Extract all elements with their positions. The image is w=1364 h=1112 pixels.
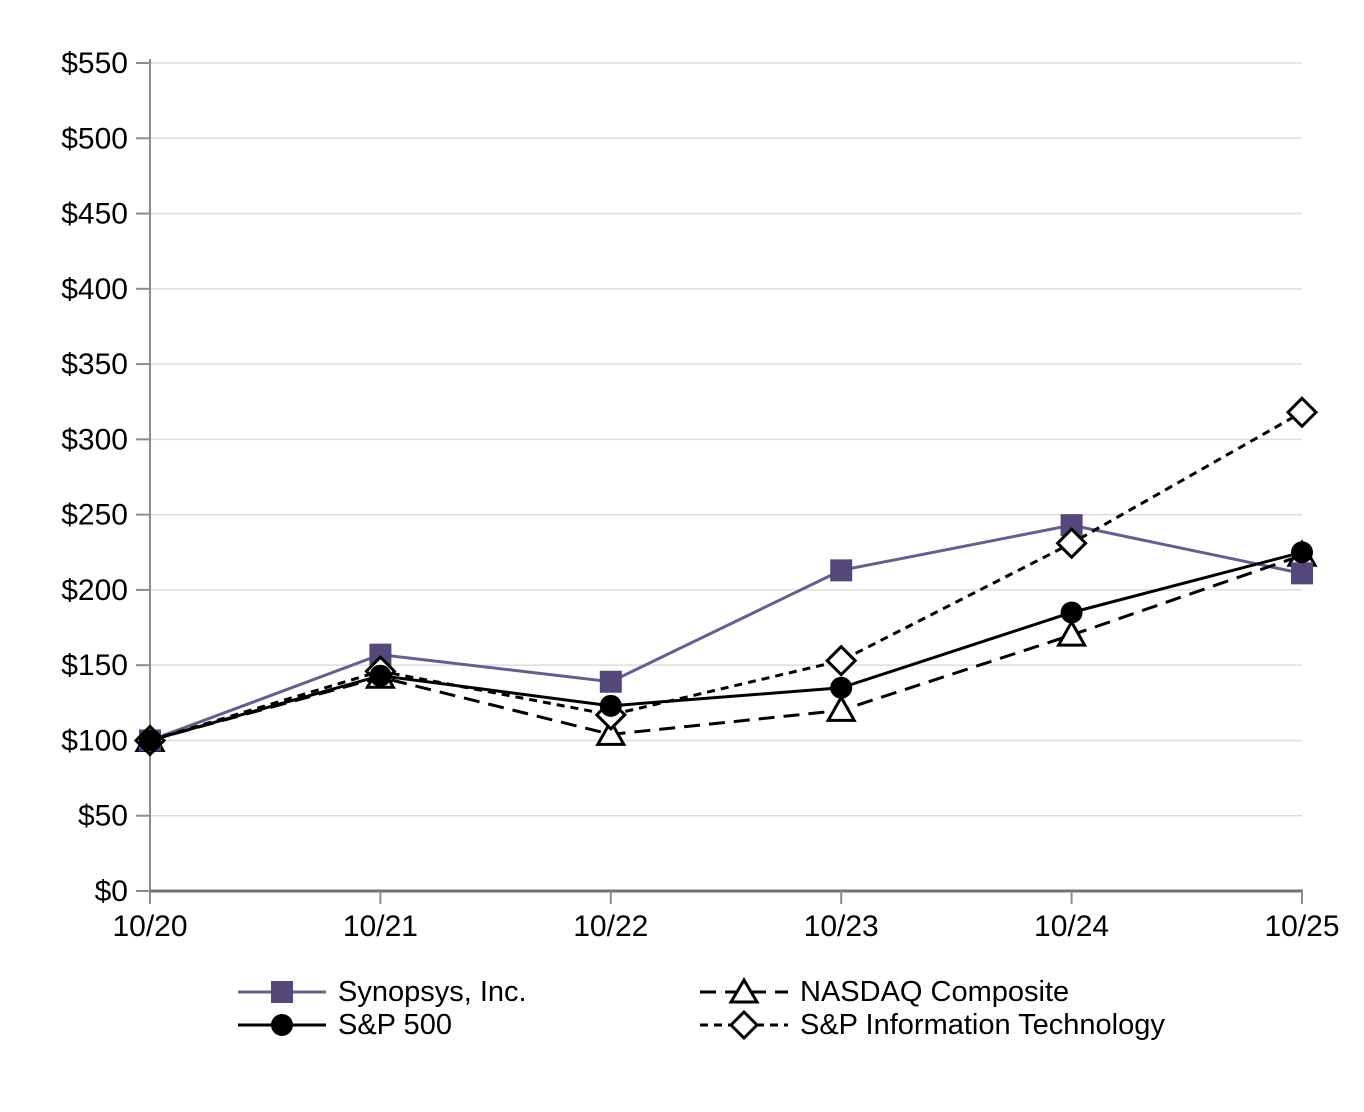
y-axis-tick-label: $400 [61,273,128,306]
y-axis-tick-label: $150 [61,649,128,682]
series-marker-synopsys [599,670,622,693]
x-axis-tick-label: 10/24 [1034,910,1109,943]
y-axis-tick-label: $450 [61,198,128,231]
series-marker-nasdaq-composite [595,718,627,746]
series-marker-synopsys [1291,562,1313,585]
series-line-synopsys [149,523,1303,742]
y-axis-tick-label: $350 [61,348,128,381]
y-axis-tick-label: $550 [61,47,128,80]
series-marker-sp-information-technology [825,644,858,677]
x-axis-tick-label: 10/23 [804,910,879,943]
series-marker-synopsys [830,559,853,582]
y-axis-tick-label: $250 [61,499,128,532]
series-marker-sp500 [1060,601,1083,624]
x-axis-tick-label: 10/22 [573,910,648,943]
series-line-sp-information-technology [149,410,1303,742]
series-marker-nasdaq-composite [825,694,857,722]
series-marker-sp500 [599,694,622,717]
y-axis-tick-label: $0 [95,875,128,908]
series-marker-sp500 [369,664,392,687]
y-axis-tick-label: $300 [61,423,128,456]
y-axis-tick-label: $200 [61,574,128,607]
series-marker-sp500 [1291,541,1313,564]
x-axis-tick-label: 10/21 [343,910,418,943]
series-marker-nasdaq-composite [1056,619,1088,647]
series-line-nasdaq-composite [149,553,1303,742]
series-marker-sp-information-technology [1055,527,1088,560]
series-marker-sp500 [139,729,161,752]
y-axis-tick-label: $50 [78,800,128,833]
y-axis-tick-label: $100 [61,724,128,757]
series-marker-synopsys [1060,514,1083,537]
x-axis-tick-label: 10/25 [1264,910,1339,943]
x-axis-tick-label: 10/20 [112,910,187,943]
series-line-sp500 [149,550,1303,742]
series-marker-sp500 [830,676,853,699]
series-marker-sp-information-technology [1285,396,1319,429]
series-marker-synopsys [369,643,392,666]
y-axis-tick-label: $500 [61,122,128,155]
